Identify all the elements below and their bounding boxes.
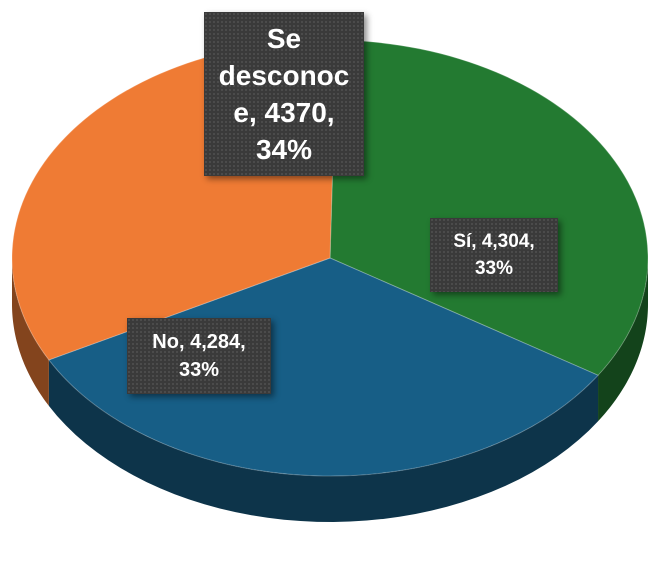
pie-side-walls bbox=[12, 258, 648, 522]
data-label-se-desconoce: Se desconoc e, 4370, 34% bbox=[204, 12, 364, 176]
data-label-se-desconoce-text: Se desconoc e, 4370, 34% bbox=[218, 23, 350, 165]
pie-side-si bbox=[48, 359, 599, 522]
pie-side-se-desconoce bbox=[598, 258, 648, 422]
pie-side-no bbox=[12, 258, 49, 406]
data-label-no-text: No, 4,284, 33% bbox=[152, 331, 246, 381]
data-label-no: No, 4,284, 33% bbox=[127, 318, 271, 394]
pie-slice-se-desconoce bbox=[329, 39, 649, 376]
pie-top-faces bbox=[11, 39, 649, 477]
data-label-si-text: Sí, 4,304, 33% bbox=[453, 231, 535, 279]
pie-slice-si bbox=[48, 257, 599, 477]
data-label-si: Sí, 4,304, 33% bbox=[430, 218, 558, 292]
